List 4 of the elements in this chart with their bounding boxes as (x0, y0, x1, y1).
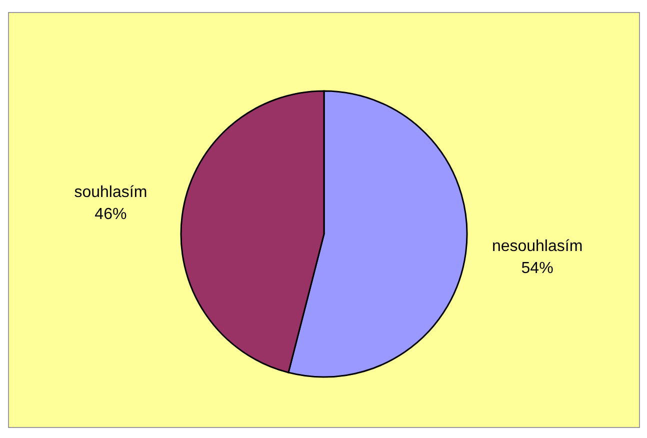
slice-label: nesouhlasím (492, 238, 583, 255)
slice-label: souhlasím (74, 184, 148, 202)
data-label: 54% (521, 260, 554, 277)
data-label: 46% (94, 206, 127, 224)
